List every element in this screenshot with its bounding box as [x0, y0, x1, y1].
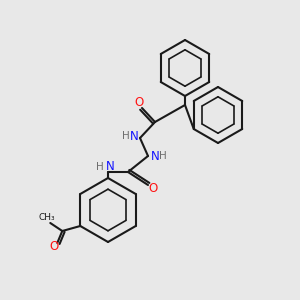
Text: O: O [148, 182, 158, 194]
Text: O: O [134, 97, 144, 110]
Text: N: N [151, 149, 159, 163]
Text: CH₃: CH₃ [39, 212, 56, 221]
Text: H: H [96, 162, 104, 172]
Text: O: O [50, 241, 59, 254]
Text: H: H [122, 131, 130, 141]
Text: N: N [130, 130, 138, 142]
Text: N: N [106, 160, 114, 173]
Text: H: H [159, 151, 167, 161]
